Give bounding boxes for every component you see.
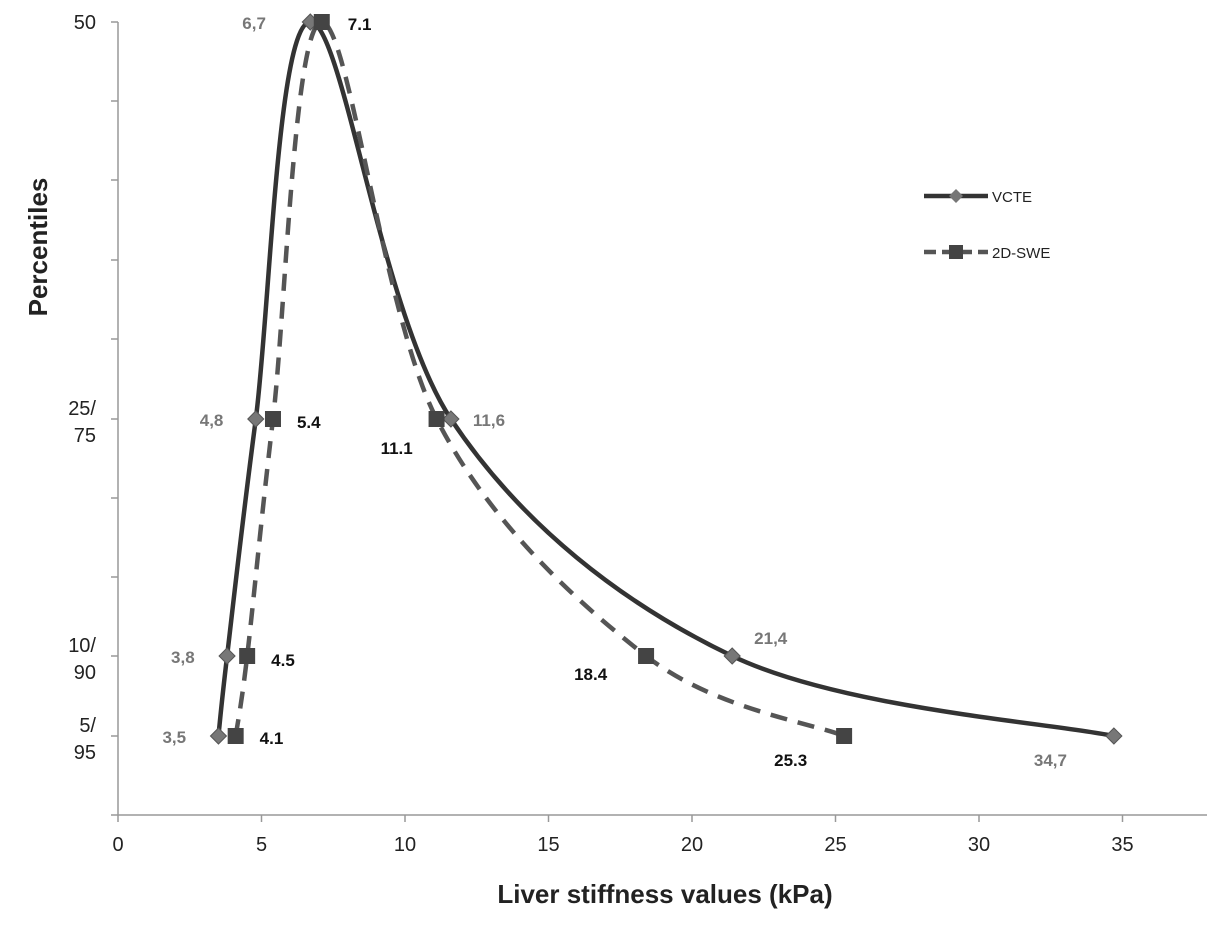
series-curves xyxy=(216,19,1115,739)
data-label-2d-swe: 5.4 xyxy=(297,413,321,432)
data-label-vcte: 3,8 xyxy=(171,648,195,667)
marker-2d-swe xyxy=(638,648,655,664)
x-axis-title: Liver stiffness values (kPa) xyxy=(497,879,832,909)
x-tick-label: 35 xyxy=(1111,834,1133,856)
axes: 0 5 10 15 20 25 30 35 5/95 10/90 25/75 50 xyxy=(68,12,1207,856)
data-labels: 3,5 3,8 4,8 6,7 11,6 21,4 34,7 4.1 4.5 5.4 7.1 11.1… xyxy=(162,14,1067,770)
legend-label-vcte: VCTE xyxy=(992,189,1032,206)
marker-vcte xyxy=(442,410,460,428)
legend-marker-2d-swe xyxy=(949,245,963,259)
x-tick-label: 15 xyxy=(537,834,559,856)
data-label-2d-swe: 11.1 xyxy=(381,439,413,458)
marker-2d-swe xyxy=(227,728,244,744)
marker-2d-swe xyxy=(264,411,281,427)
data-label-2d-swe: 18.4 xyxy=(574,665,608,684)
series-line-vcte xyxy=(216,19,1115,739)
data-label-2d-swe: 25.3 xyxy=(774,751,807,770)
marker-2d-swe xyxy=(428,411,445,427)
x-tick-label: 20 xyxy=(681,834,703,856)
legend-label-2d-swe: 2D-SWE xyxy=(992,245,1050,262)
y-axis-title: Percentiles xyxy=(23,178,53,317)
marker-2d-swe xyxy=(313,14,330,30)
marker-vcte xyxy=(1105,727,1123,745)
data-label-vcte: 21,4 xyxy=(754,629,788,648)
x-tick-label: 0 xyxy=(112,834,123,856)
marker-vcte xyxy=(723,647,741,665)
legend: VCTE 2D-SWE xyxy=(924,189,1050,262)
marker-2d-swe xyxy=(239,648,256,664)
data-label-2d-swe: 4.5 xyxy=(271,651,295,670)
data-label-vcte: 11,6 xyxy=(473,411,505,430)
data-label-2d-swe: 4.1 xyxy=(260,729,284,748)
x-tick-label: 30 xyxy=(968,834,990,856)
y-tick-label: 25/75 xyxy=(68,398,96,447)
data-label-vcte: 6,7 xyxy=(242,14,266,33)
data-label-2d-swe: 7.1 xyxy=(348,15,372,34)
x-tick-label: 5 xyxy=(256,834,267,856)
legend-marker-vcte xyxy=(949,189,963,203)
x-tick-label: 25 xyxy=(824,834,846,856)
y-tick-label: 10/90 xyxy=(68,635,96,684)
data-label-vcte: 3,5 xyxy=(162,728,186,747)
series-markers xyxy=(209,13,1123,745)
marker-2d-swe xyxy=(836,728,853,744)
data-label-vcte: 4,8 xyxy=(200,411,224,430)
y-tick-label: 5/95 xyxy=(74,715,97,764)
y-tick-label: 50 xyxy=(74,12,96,34)
marker-vcte xyxy=(218,647,236,665)
data-label-vcte: 34,7 xyxy=(1034,751,1067,770)
x-tick-label: 10 xyxy=(394,834,416,856)
series-line-2d-swe xyxy=(233,19,845,739)
marker-vcte xyxy=(209,727,228,745)
marker-vcte xyxy=(247,410,265,428)
